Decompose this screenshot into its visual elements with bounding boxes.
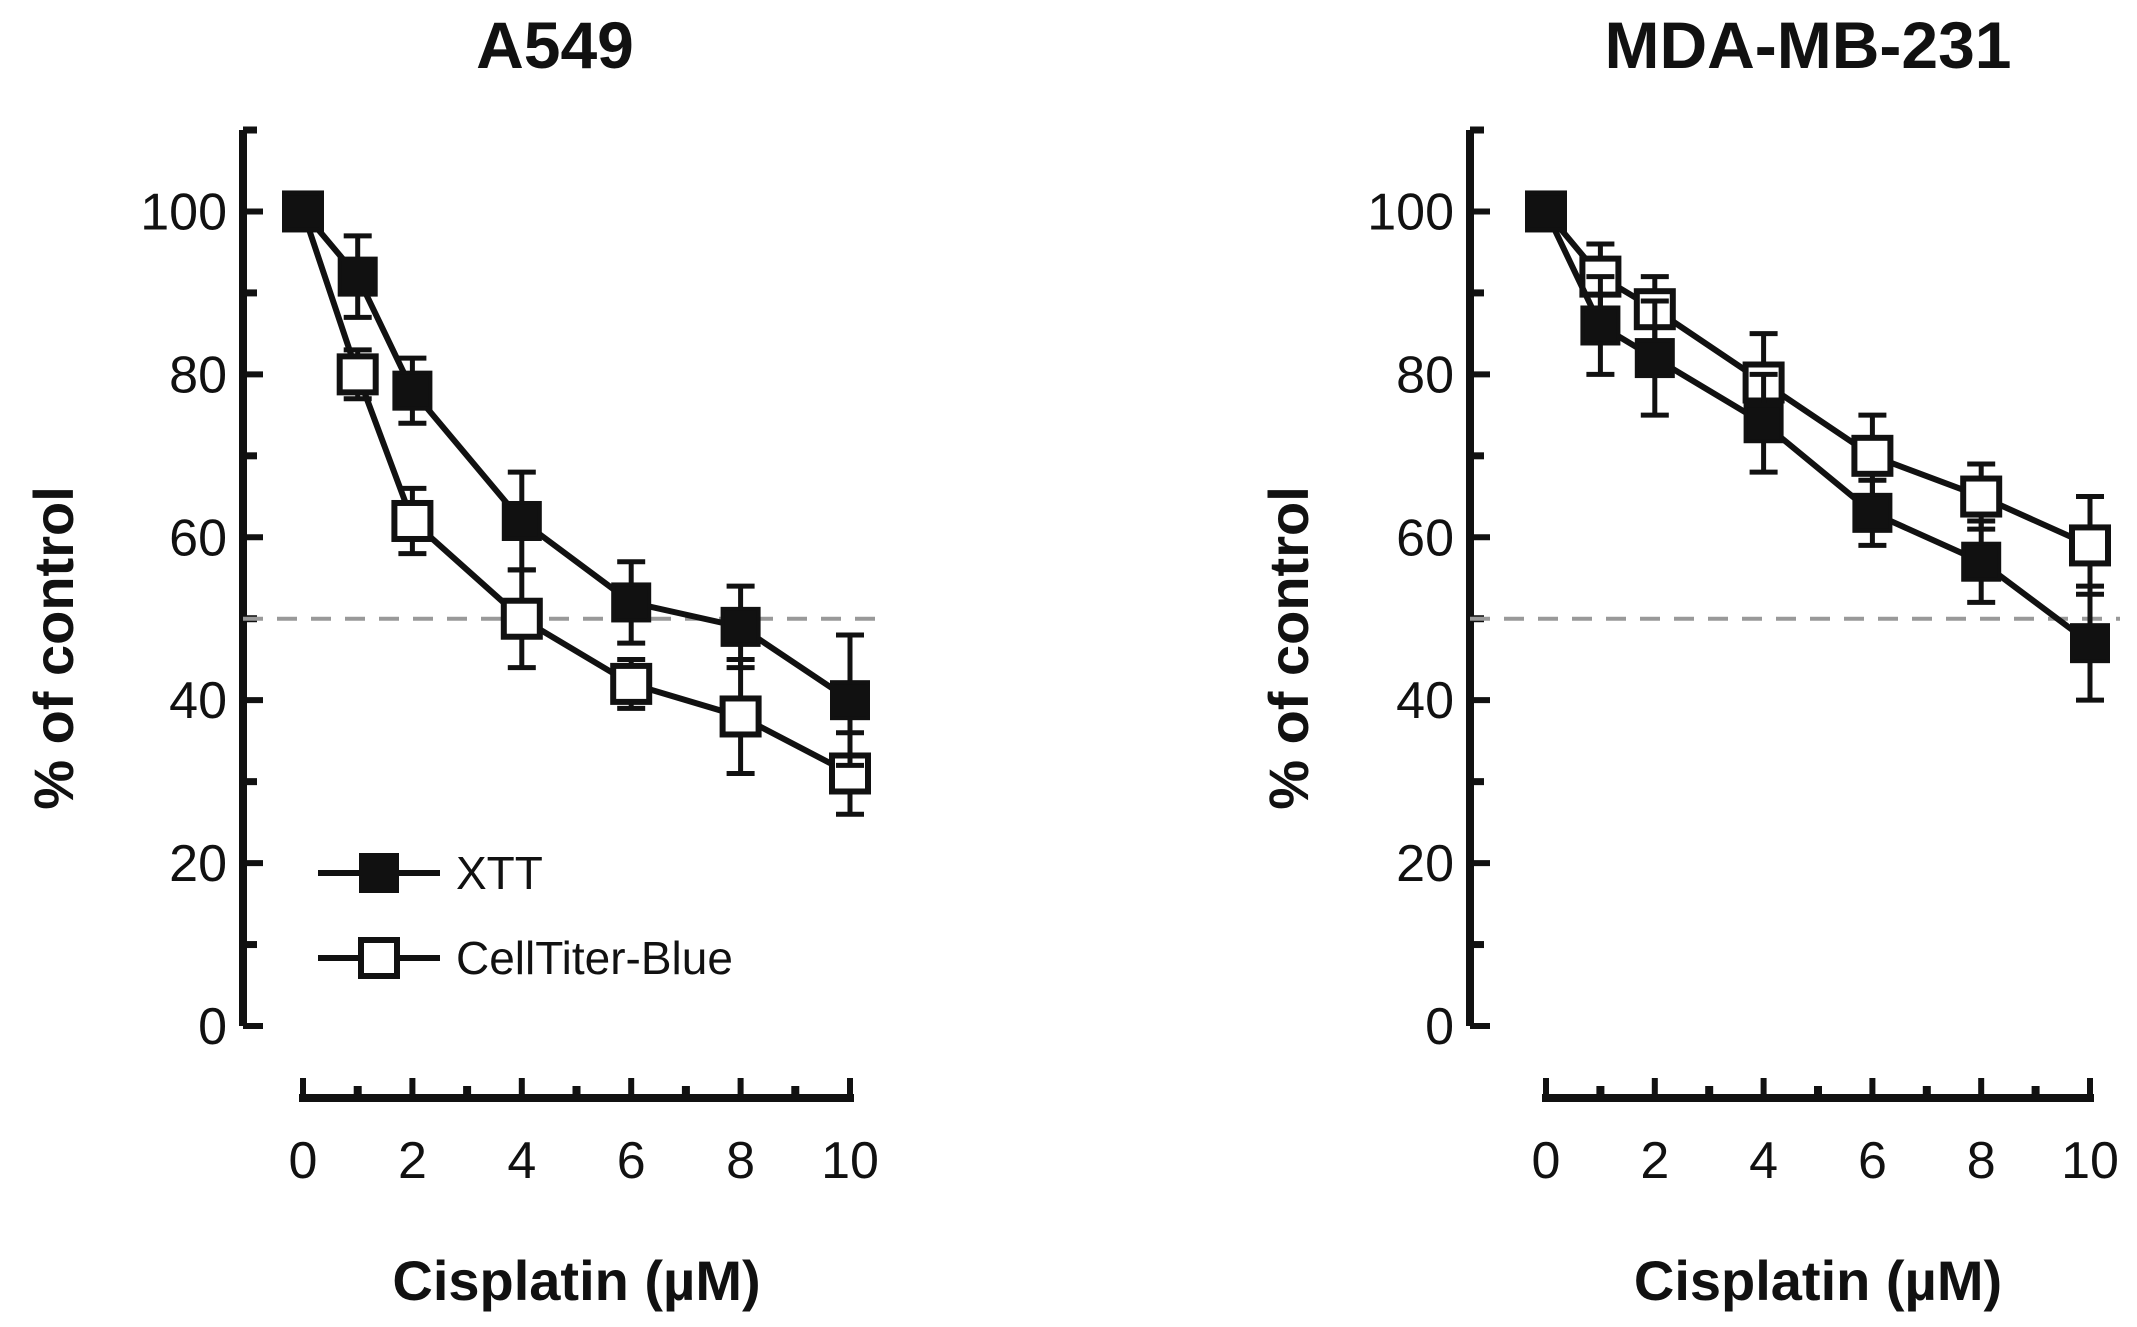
legend-label: XTT: [456, 847, 543, 899]
x-tick-label: 4: [507, 1132, 536, 1190]
series-celltiter-blue: [1525, 190, 2111, 597]
data-point: [610, 662, 653, 705]
x-tick-label: 2: [398, 1132, 427, 1190]
legend-marker-filled: [359, 853, 399, 893]
x-axis-label: Cisplatin (µM): [1634, 1249, 2002, 1312]
data-point: [336, 353, 379, 396]
x-tick-label: 10: [2061, 1132, 2119, 1190]
data-point: [611, 582, 652, 623]
y-axis-label: % of control: [1257, 486, 1320, 810]
chart-panel-0: A549 0 20 40 60 80 100 0 2 4 6 8 10 Cisplatin (µM) % o…: [22, 8, 880, 1312]
data-point: [1960, 475, 2003, 518]
data-point: [719, 695, 762, 738]
x-tick-label: 8: [726, 1132, 755, 1190]
x-tick-label: 8: [1967, 1132, 1996, 1190]
data-point: [830, 680, 870, 721]
data-point: [1580, 305, 1621, 346]
legend-marker-open: [358, 937, 400, 979]
data-point: [501, 500, 542, 541]
data-point: [500, 597, 543, 640]
y-tick-label: 0: [1425, 998, 1454, 1056]
y-tick-label: 40: [1396, 672, 1454, 730]
y-tick-label: 100: [140, 183, 227, 241]
y-tick-label: 20: [1396, 835, 1454, 893]
series-line: [1543, 209, 2092, 549]
data-point: [1852, 492, 1893, 533]
series-xtt: [283, 191, 870, 768]
x-tick-label: 2: [1640, 1132, 1669, 1190]
y-tick-label: 60: [1396, 509, 1454, 567]
data-point: [1961, 541, 2002, 582]
chart-title: MDA-MB-231: [1604, 8, 2011, 82]
x-tick-label: 10: [821, 1132, 879, 1190]
legend: XTT CellTiter-Blue: [318, 847, 733, 984]
data-point: [391, 499, 434, 542]
x-axis-label: Cisplatin (µM): [392, 1249, 760, 1312]
y-tick-label: 20: [169, 835, 227, 893]
data-point: [2070, 623, 2110, 664]
x-tick-label: 0: [1532, 1132, 1561, 1190]
y-axis-label: % of control: [22, 486, 85, 810]
series-xtt: [1526, 191, 2110, 703]
y-tick-label: 100: [1367, 183, 1454, 241]
data-point: [1526, 191, 1566, 232]
data-point: [283, 191, 323, 232]
y-tick-label: 0: [198, 998, 227, 1056]
y-tick-label: 80: [169, 346, 227, 404]
chart-title: A549: [476, 8, 634, 82]
series-line: [1543, 210, 2092, 646]
y-tick-label: 80: [1396, 346, 1454, 404]
data-point: [1851, 434, 1894, 477]
x-tick-label: 6: [617, 1132, 646, 1190]
series-line: [300, 210, 852, 777]
data-point: [337, 256, 378, 297]
x-tick-label: 6: [1858, 1132, 1887, 1190]
y-tick-label: 60: [169, 509, 227, 567]
data-point: [392, 370, 433, 411]
y-tick-label: 40: [169, 672, 227, 730]
legend-label: CellTiter-Blue: [456, 932, 733, 984]
x-tick-label: 4: [1749, 1132, 1778, 1190]
data-point: [2069, 524, 2111, 567]
chart-panel-1: MDA-MB-231 0 20 40 60 80 100 0 2 4 6 8 10 Cisplatin (…: [1257, 8, 2120, 1312]
data-point: [1634, 338, 1675, 379]
x-tick-label: 0: [289, 1132, 318, 1190]
data-point: [1743, 403, 1784, 444]
data-point: [720, 606, 761, 647]
